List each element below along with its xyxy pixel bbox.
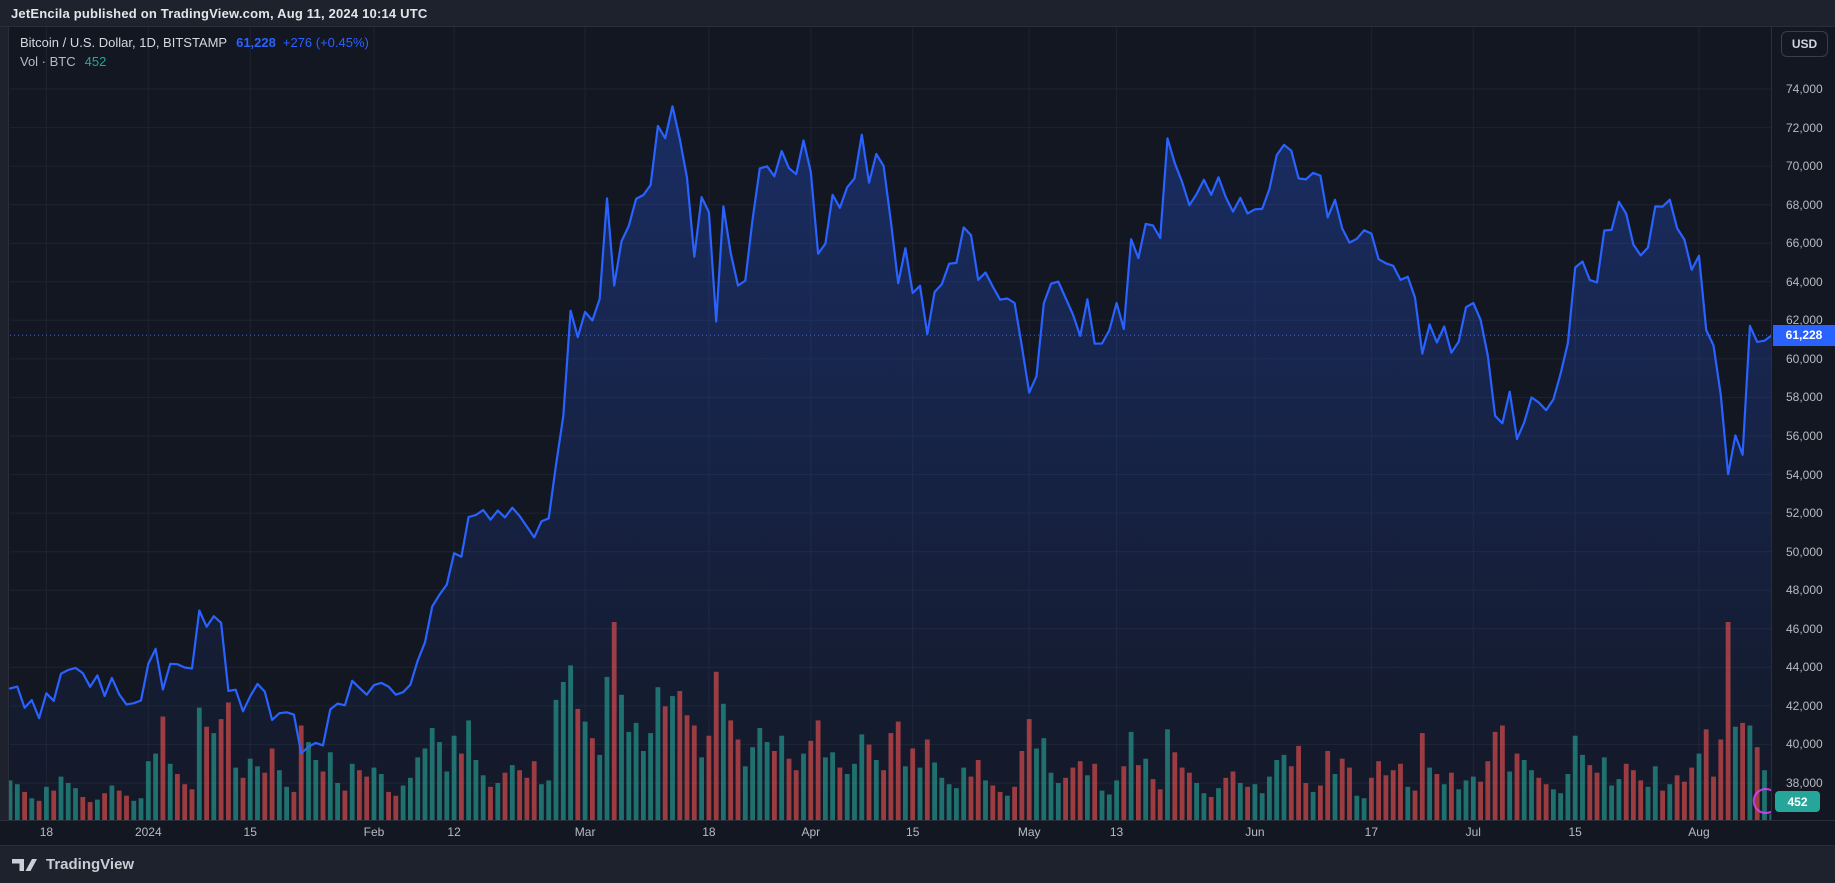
time-axis[interactable]: 18 2024 15 Feb 12 Mar 18 Apr 15 May 13 Jun 17 Jul 15 Au… <box>0 820 1835 845</box>
footer-brand-text[interactable]: TradingView <box>46 856 135 873</box>
price-tick-label: 58,000 <box>1786 390 1823 405</box>
tradingview-logo-icon[interactable] <box>12 856 38 874</box>
time-tick-label: 13 <box>1109 825 1124 839</box>
time-tick-label: Mar <box>574 825 596 839</box>
time-tick-label: 12 <box>447 825 461 839</box>
time-tick-label: 18 <box>702 825 716 839</box>
last-price-value: 61,228 <box>236 35 276 50</box>
time-tick-label: 2024 <box>134 825 162 839</box>
symbol-legend-row[interactable]: Bitcoin / U.S. Dollar, 1D, BITSTAMP 61,2… <box>20 33 369 52</box>
price-tick-label: 46,000 <box>1786 621 1823 636</box>
price-tick-label: 68,000 <box>1786 197 1823 212</box>
price-tick-label: 40,000 <box>1786 737 1823 752</box>
time-tick-label: 15 <box>906 825 920 839</box>
volume-value: 452 <box>84 54 107 69</box>
volume-legend-row[interactable]: Vol · BTC 452 <box>20 52 369 71</box>
time-tick-label: Jun <box>1245 825 1265 839</box>
attribution-text: JetEncila published on TradingView.com, … <box>11 5 428 21</box>
price-axis[interactable]: USD 74,000 72,000 70,000 68,000 66,000 64,000… <box>1771 27 1835 820</box>
time-tick-label: Jul <box>1465 825 1481 839</box>
chart-legend: Bitcoin / U.S. Dollar, 1D, BITSTAMP 61,2… <box>20 33 369 71</box>
price-tick-label: 48,000 <box>1786 583 1823 598</box>
price-tick-label: 62,000 <box>1786 313 1823 328</box>
price-tick-label: 74,000 <box>1786 82 1823 96</box>
price-tick-label: 72,000 <box>1786 120 1823 135</box>
attribution-bar: JetEncila published on TradingView.com, … <box>0 0 1835 27</box>
price-tick-label: 42,000 <box>1786 698 1823 713</box>
last-price-badge: 61,228 <box>1773 324 1835 346</box>
time-tick-label: Apr <box>801 825 821 839</box>
time-tick-label: Aug <box>1688 825 1710 839</box>
price-tick-label: 56,000 <box>1786 429 1823 443</box>
time-tick-label: 15 <box>1568 825 1582 839</box>
price-tick-label: 54,000 <box>1786 467 1823 482</box>
time-tick-label: Feb <box>363 825 385 839</box>
symbol-title[interactable]: Bitcoin / U.S. Dollar, 1D, BITSTAMP <box>20 35 228 50</box>
price-change-value: +276 (+0.45%) <box>282 35 369 50</box>
price-tick-label: 70,000 <box>1786 159 1823 174</box>
left-edge-strip <box>0 27 9 845</box>
currency-usd-button[interactable]: USD <box>1781 31 1828 57</box>
time-tick-label: 15 <box>243 825 257 839</box>
time-tick-label: 18 <box>39 825 54 839</box>
price-tick-label: 44,000 <box>1786 660 1823 675</box>
time-tick-label: May <box>1017 825 1041 839</box>
price-tick-label: 50,000 <box>1786 544 1823 559</box>
price-tick-label: 60,000 <box>1786 351 1823 366</box>
last-volume-badge: 452 <box>1775 791 1820 812</box>
price-tick-label: 52,000 <box>1786 506 1823 521</box>
footer-bar: TradingView <box>0 845 1835 883</box>
time-tick-label: 17 <box>1364 825 1379 839</box>
volume-label[interactable]: Vol · BTC <box>20 54 76 69</box>
price-tick-label: 66,000 <box>1786 236 1823 251</box>
price-tick-label: 38,000 <box>1786 776 1823 790</box>
price-tick-label: 64,000 <box>1786 274 1823 289</box>
